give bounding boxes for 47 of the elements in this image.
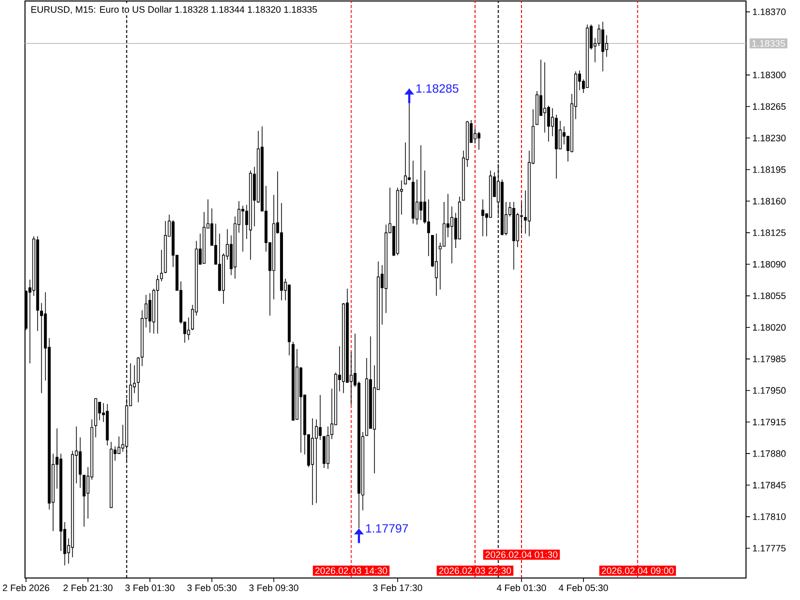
candlestick <box>110 441 113 508</box>
x-tick-label: 2 Feb 2026 <box>2 584 50 592</box>
ref-line-label: 2026.02.04 09:00 <box>602 567 674 574</box>
candlestick <box>419 144 422 220</box>
y-tick-label: 1.17775 <box>752 544 786 552</box>
candlestick <box>160 249 163 282</box>
candlestick <box>292 341 295 421</box>
chart-title: EURUSD, M15: Euro to US Dollar 1.18328 1.18344 1.18320 1.18335 <box>31 6 317 14</box>
y-tick-label: 1.17880 <box>752 450 786 457</box>
y-tick-label: 1.17810 <box>752 513 786 520</box>
x-tick-label: 4 Feb 05:30 <box>558 584 608 592</box>
annotation: 1.17797 <box>366 524 408 533</box>
x-tick-label: 4 Feb 01:30 <box>496 584 546 592</box>
x-tick-label: 3 Feb 05:30 <box>187 584 236 592</box>
candlestick <box>477 131 480 150</box>
y-tick-label: 1.18090 <box>752 260 786 268</box>
y-tick-label: 1.18265 <box>752 103 786 110</box>
candlestick <box>311 418 314 506</box>
ref-line-label: 2026.02.03 14:30 <box>315 567 388 574</box>
candlestick <box>36 236 40 332</box>
y-tick-label: 1.18125 <box>752 229 786 236</box>
y-tick-label: 1.17845 <box>752 482 786 488</box>
x-tick-label: 3 Feb 09:30 <box>249 584 298 592</box>
y-tick-label: 1.18370 <box>752 8 786 16</box>
ref-line-label: 2026.02.03 22:30 <box>439 567 511 574</box>
y-tick-label: 1.18160 <box>752 198 786 204</box>
y-tick-label: 1.17915 <box>752 418 786 426</box>
y-tick-label: 1.18195 <box>752 166 786 173</box>
y-tick-label: 1.17950 <box>752 387 786 394</box>
x-tick-label: 2 Feb 21:30 <box>64 584 112 592</box>
y-tick-label: 1.18230 <box>752 134 786 142</box>
y-tick-label: 1.18055 <box>752 292 786 300</box>
ref-line-label: 2026.02.04 01:30 <box>486 551 558 558</box>
candlestick <box>187 317 190 340</box>
candlestick <box>412 160 415 224</box>
candlestick <box>326 426 330 470</box>
candlestick <box>249 170 252 260</box>
y-tick-label: 1.17985 <box>752 356 786 362</box>
annotation: 1.18285 <box>416 84 458 93</box>
y-tick-label: 1.18300 <box>752 72 786 78</box>
candlestick <box>434 233 438 296</box>
y-tick-label: 1.18020 <box>752 324 786 331</box>
x-tick-label: 3 Feb 17:30 <box>373 584 422 592</box>
x-tick-label: 3 Feb 01:30 <box>125 584 174 592</box>
ref-line-label: 1.18335 <box>752 40 785 47</box>
candlestick <box>148 292 152 334</box>
candlestick <box>106 404 109 446</box>
